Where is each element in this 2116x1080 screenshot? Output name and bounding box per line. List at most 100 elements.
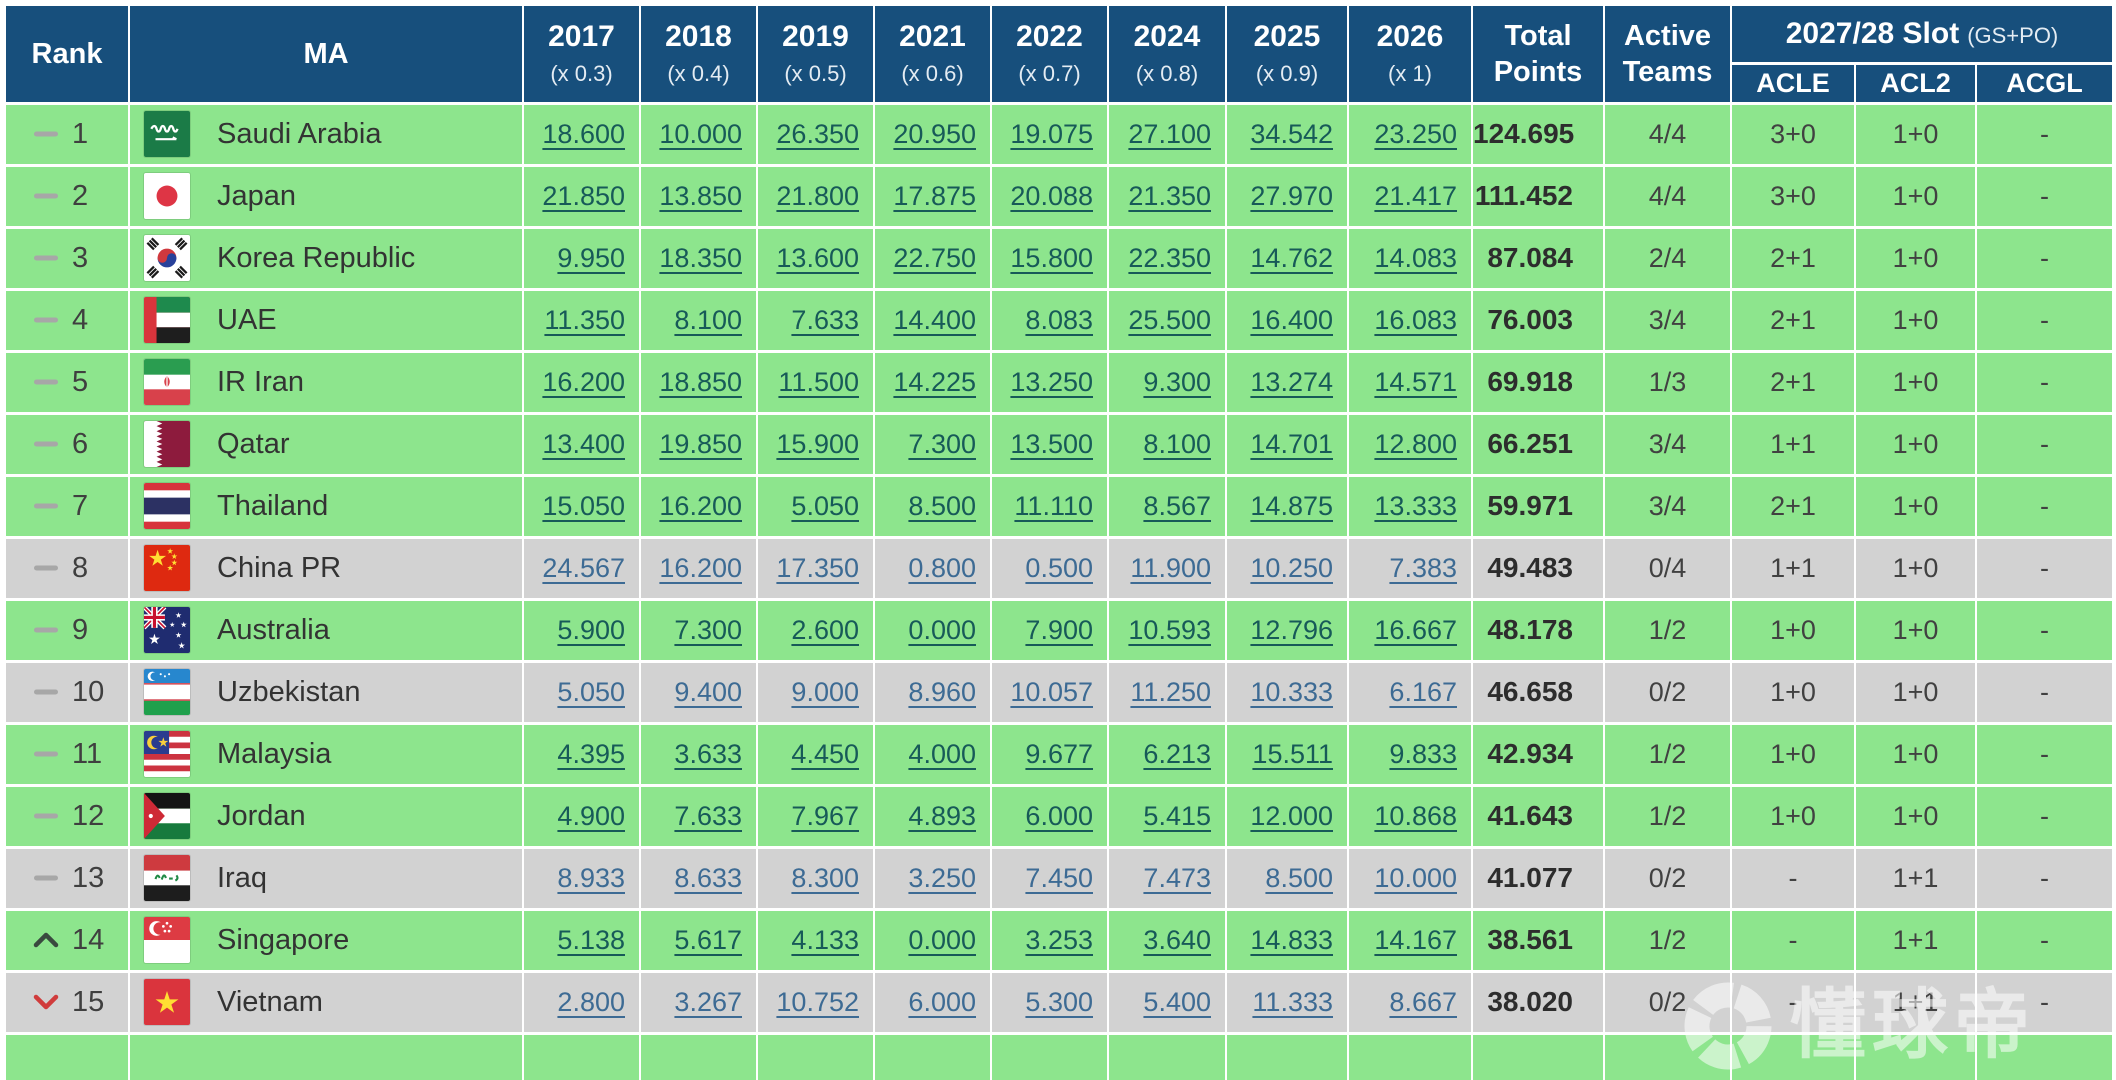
year-points-link[interactable]: 14.083 <box>1374 242 1457 273</box>
year-points-link[interactable]: 21.350 <box>1128 180 1211 211</box>
year-points-link[interactable]: 0.000 <box>908 924 976 955</box>
year-points-link[interactable]: 6.167 <box>1389 676 1457 707</box>
year-points-link[interactable]: 7.633 <box>791 304 859 335</box>
year-points-link[interactable]: 10.057 <box>1010 676 1093 707</box>
year-points-link[interactable]: 15.050 <box>542 490 625 521</box>
year-points-link[interactable]: 3.253 <box>1025 924 1093 955</box>
year-points-link[interactable]: 10.868 <box>1374 800 1457 831</box>
year-points-link[interactable]: 10.333 <box>1250 676 1333 707</box>
year-points-link[interactable]: 16.200 <box>542 366 625 397</box>
year-points-link[interactable]: 8.960 <box>908 676 976 707</box>
year-points-link[interactable]: 10.250 <box>1250 552 1333 583</box>
year-points-link[interactable]: 9.950 <box>557 242 625 273</box>
year-points-link[interactable]: 18.350 <box>659 242 742 273</box>
year-points-link[interactable]: 21.800 <box>776 180 859 211</box>
year-points-link[interactable]: 14.225 <box>893 366 976 397</box>
year-points-link[interactable]: 7.967 <box>791 800 859 831</box>
year-points-link[interactable]: 8.500 <box>908 490 976 521</box>
year-points-link[interactable]: 13.333 <box>1374 490 1457 521</box>
year-points-link[interactable]: 6.213 <box>1143 738 1211 769</box>
year-points-link[interactable]: 7.450 <box>1025 862 1093 893</box>
year-points-link[interactable]: 10.000 <box>1374 862 1457 893</box>
year-points-link[interactable]: 11.500 <box>778 366 859 397</box>
year-points-link[interactable]: 16.083 <box>1374 304 1457 335</box>
year-points-link[interactable]: 16.400 <box>1250 304 1333 335</box>
year-points-link[interactable]: 13.850 <box>659 180 742 211</box>
year-points-link[interactable]: 24.567 <box>542 552 625 583</box>
year-points-link[interactable]: 4.395 <box>557 738 625 769</box>
year-points-link[interactable]: 15.800 <box>1010 242 1093 273</box>
year-points-link[interactable]: 20.088 <box>1010 180 1093 211</box>
year-points-link[interactable]: 22.350 <box>1128 242 1211 273</box>
year-points-link[interactable]: 7.633 <box>674 800 742 831</box>
year-points-link[interactable]: 27.970 <box>1250 180 1333 211</box>
year-points-link[interactable]: 23.250 <box>1374 118 1457 149</box>
year-points-link[interactable]: 0.500 <box>1025 552 1093 583</box>
year-points-link[interactable]: 8.933 <box>557 862 625 893</box>
year-points-link[interactable]: 9.833 <box>1389 738 1457 769</box>
year-points-link[interactable]: 11.333 <box>1252 986 1333 1017</box>
year-points-link[interactable]: 11.350 <box>544 304 625 335</box>
year-points-link[interactable]: 8.083 <box>1025 304 1093 335</box>
year-points-link[interactable]: 6.000 <box>1025 800 1093 831</box>
year-points-link[interactable]: 8.500 <box>1265 862 1333 893</box>
year-points-link[interactable]: 15.900 <box>776 428 859 459</box>
year-points-link[interactable]: 3.633 <box>674 738 742 769</box>
year-points-link[interactable]: 5.050 <box>557 676 625 707</box>
year-points-link[interactable]: 9.400 <box>674 676 742 707</box>
year-points-link[interactable]: 18.850 <box>659 366 742 397</box>
year-points-link[interactable]: 14.875 <box>1250 490 1333 521</box>
year-points-link[interactable]: 0.800 <box>908 552 976 583</box>
year-points-link[interactable]: 2.600 <box>791 614 859 645</box>
year-points-link[interactable]: 9.000 <box>791 676 859 707</box>
year-points-link[interactable]: 4.000 <box>908 738 976 769</box>
year-points-link[interactable]: 8.300 <box>791 862 859 893</box>
year-points-link[interactable]: 7.300 <box>908 428 976 459</box>
year-points-link[interactable]: 22.750 <box>893 242 976 273</box>
year-points-link[interactable]: 12.800 <box>1374 428 1457 459</box>
year-points-link[interactable]: 11.110 <box>1014 490 1093 521</box>
year-points-link[interactable]: 19.850 <box>659 428 742 459</box>
year-points-link[interactable]: 10.593 <box>1128 614 1211 645</box>
year-points-link[interactable]: 5.900 <box>557 614 625 645</box>
year-points-link[interactable]: 14.167 <box>1374 924 1457 955</box>
year-points-link[interactable]: 5.617 <box>674 924 742 955</box>
year-points-link[interactable]: 20.950 <box>893 118 976 149</box>
year-points-link[interactable]: 11.250 <box>1130 676 1211 707</box>
year-points-link[interactable]: 14.701 <box>1250 428 1333 459</box>
year-points-link[interactable]: 3.250 <box>908 862 976 893</box>
year-points-link[interactable]: 13.400 <box>542 428 625 459</box>
year-points-link[interactable]: 7.300 <box>674 614 742 645</box>
year-points-link[interactable]: 2.800 <box>557 986 625 1017</box>
year-points-link[interactable]: 5.300 <box>1025 986 1093 1017</box>
year-points-link[interactable]: 12.796 <box>1250 614 1333 645</box>
year-points-link[interactable]: 7.900 <box>1025 614 1093 645</box>
year-points-link[interactable]: 5.050 <box>791 490 859 521</box>
year-points-link[interactable]: 8.100 <box>674 304 742 335</box>
year-points-link[interactable]: 6.000 <box>908 986 976 1017</box>
year-points-link[interactable]: 18.600 <box>542 118 625 149</box>
year-points-link[interactable]: 14.400 <box>893 304 976 335</box>
year-points-link[interactable]: 27.100 <box>1128 118 1211 149</box>
year-points-link[interactable]: 21.417 <box>1374 180 1457 211</box>
year-points-link[interactable]: 17.875 <box>893 180 976 211</box>
year-points-link[interactable]: 4.900 <box>557 800 625 831</box>
year-points-link[interactable]: 7.383 <box>1389 552 1457 583</box>
year-points-link[interactable]: 8.567 <box>1143 490 1211 521</box>
year-points-link[interactable]: 34.542 <box>1250 118 1333 149</box>
year-points-link[interactable]: 8.100 <box>1143 428 1211 459</box>
year-points-link[interactable]: 3.640 <box>1143 924 1211 955</box>
year-points-link[interactable]: 8.667 <box>1389 986 1457 1017</box>
year-points-link[interactable]: 26.350 <box>776 118 859 149</box>
year-points-link[interactable]: 25.500 <box>1128 304 1211 335</box>
year-points-link[interactable]: 17.350 <box>776 552 859 583</box>
year-points-link[interactable]: 5.400 <box>1143 986 1211 1017</box>
year-points-link[interactable]: 14.833 <box>1250 924 1333 955</box>
year-points-link[interactable]: 9.300 <box>1143 366 1211 397</box>
year-points-link[interactable]: 5.138 <box>557 924 625 955</box>
year-points-link[interactable]: 0.000 <box>908 614 976 645</box>
year-points-link[interactable]: 13.274 <box>1250 366 1333 397</box>
year-points-link[interactable]: 10.752 <box>776 986 859 1017</box>
year-points-link[interactable]: 12.000 <box>1250 800 1333 831</box>
year-points-link[interactable]: 16.200 <box>659 490 742 521</box>
